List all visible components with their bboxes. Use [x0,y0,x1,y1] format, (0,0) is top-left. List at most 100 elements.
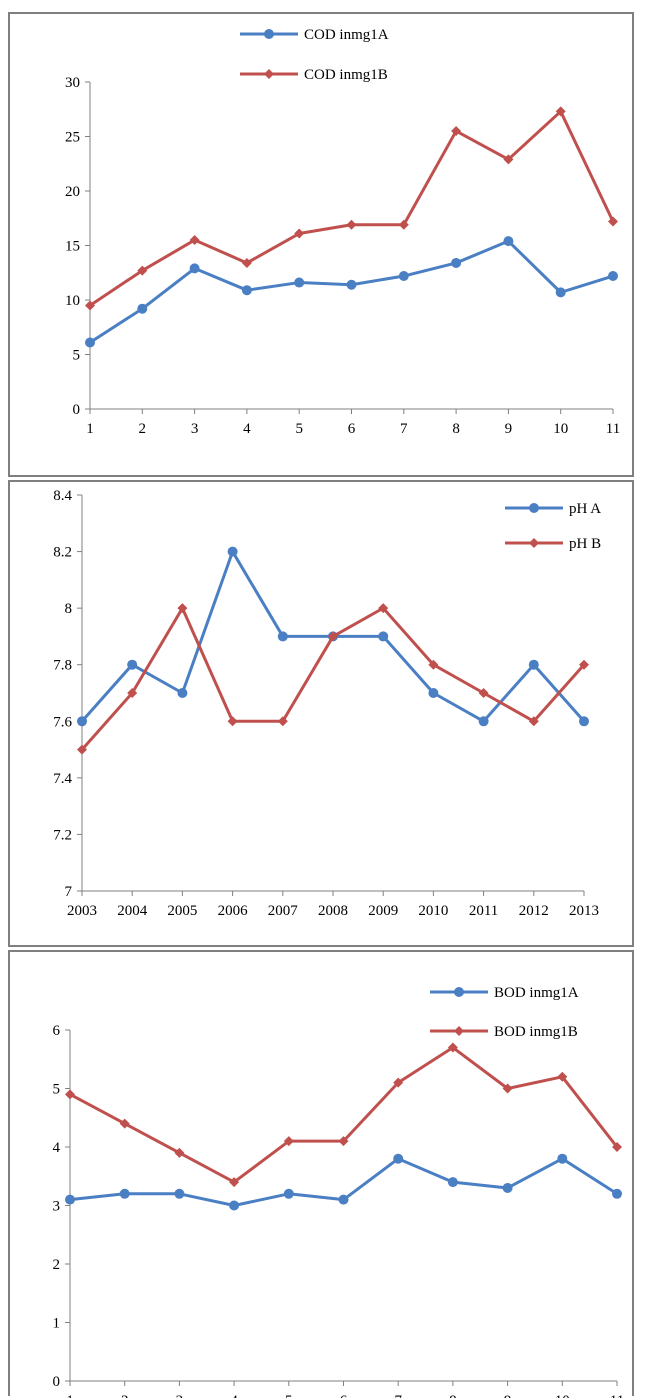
y-tick-label: 5 [53,1082,61,1098]
data-point [119,1118,130,1129]
x-tick-label: 2009 [368,903,398,919]
data-point [503,236,514,247]
data-point [346,219,357,230]
data-point [428,688,439,698]
data-point [528,659,539,670]
data-point [346,279,357,290]
cod-chart-panel: 0 5 10 15 20 25 30 1 2 3 4 5 6 7 8 9 10 11 COD inmg1A COD i… [8,12,634,477]
y-tick-label: 5 [73,348,81,364]
data-point [579,659,589,670]
data-point [428,659,439,670]
chart-2: 7 7.2 7.4 7.6 7.8 8 8.2 8.4 2003 2004 2005 2006 2007… [53,488,601,919]
x-tick-label: 2010 [418,903,448,919]
x-tick-label: 2007 [268,903,299,919]
x-tick-label: 3 [191,421,199,437]
x-tick-label: 2 [139,421,147,437]
legend-marker [454,1026,464,1036]
data-point [612,1142,622,1152]
data-point [612,1188,622,1199]
data-point [378,603,389,614]
data-point [393,1077,404,1088]
data-point [177,688,188,698]
data-point [451,257,462,268]
data-point [478,716,489,727]
y-tick-label: 3 [53,1199,61,1215]
y-tick-label: 7.4 [53,771,72,787]
data-point [85,300,95,311]
ph-chart: 7 7.2 7.4 7.6 7.8 8 8.2 8.4 2003 2004 2005 2006 2007… [53,488,601,919]
data-point [328,631,338,642]
x-tick-label: 8 [452,421,460,437]
data-point [294,228,305,239]
data-point [393,1153,404,1164]
data-point [503,154,514,165]
y-tick-label: 8 [65,601,73,617]
data-point [189,235,200,246]
y-tick-label: 4 [53,1140,61,1156]
data-point [241,257,252,268]
data-point [227,716,238,727]
data-point [119,1188,130,1199]
data-point [174,1147,185,1158]
data-point [77,744,87,755]
x-tick-label: 2003 [67,903,97,919]
data-point [137,303,148,314]
x-tick-label: 1 [86,421,94,437]
data-point [127,659,138,670]
ph-chart-panel: 7 7.2 7.4 7.6 7.8 8 8.2 8.4 2003 2004 2005 2006 2007… [8,480,634,947]
data-point [241,285,252,296]
series-line-2 [69,1046,619,1184]
legend-label: BOD inmg1A [494,985,579,1001]
x-tick-label: 2004 [117,903,148,919]
data-point [294,277,305,288]
y-tick-label: 7 [65,884,73,900]
x-tick-label: 2008 [318,903,348,919]
data-point [277,716,288,727]
legend-label: BOD inmg1B [494,1024,578,1040]
data-point [608,271,618,282]
y-tick-label: 0 [53,1374,61,1390]
x-tick-label: 2006 [218,903,249,919]
x-tick-label: 5 [295,421,303,437]
data-point [378,631,389,642]
x-tick-label: 7 [400,421,408,437]
legend-marker [264,69,274,79]
data-point [283,1136,294,1147]
data-point [189,263,200,274]
data-point [447,1042,458,1053]
legend-marker [529,503,539,513]
y-tick-label: 0 [73,402,81,418]
legend-label: pH B [569,536,601,552]
legend-marker [529,538,539,548]
legend-marker [454,987,464,997]
y-tick-label: 8.4 [53,488,72,504]
y-tick-label: 20 [65,184,80,200]
y-tick-label: 7.2 [53,827,72,843]
data-point [229,1177,240,1188]
data-point [557,1153,568,1164]
legend-marker [264,29,274,39]
data-point [528,716,539,727]
x-tick-label: 2012 [519,903,549,919]
data-point [398,271,409,282]
x-tick-label: 4 [243,421,251,437]
data-point [398,219,409,230]
y-tick-label: 8.2 [53,545,72,561]
data-point [65,1089,75,1100]
data-point [283,1188,294,1199]
data-point [555,287,566,298]
data-point [579,716,589,727]
y-tick-label: 30 [65,75,80,91]
y-tick-label: 2 [53,1257,61,1273]
y-tick-label: 7.6 [53,714,72,730]
y-tick-label: 15 [65,239,80,255]
y-tick-label: 1 [53,1316,61,1332]
data-point [608,216,618,227]
data-point [277,631,288,642]
data-point [338,1136,349,1147]
y-tick-label: 7.8 [53,658,72,674]
x-tick-label: 2013 [569,903,599,919]
